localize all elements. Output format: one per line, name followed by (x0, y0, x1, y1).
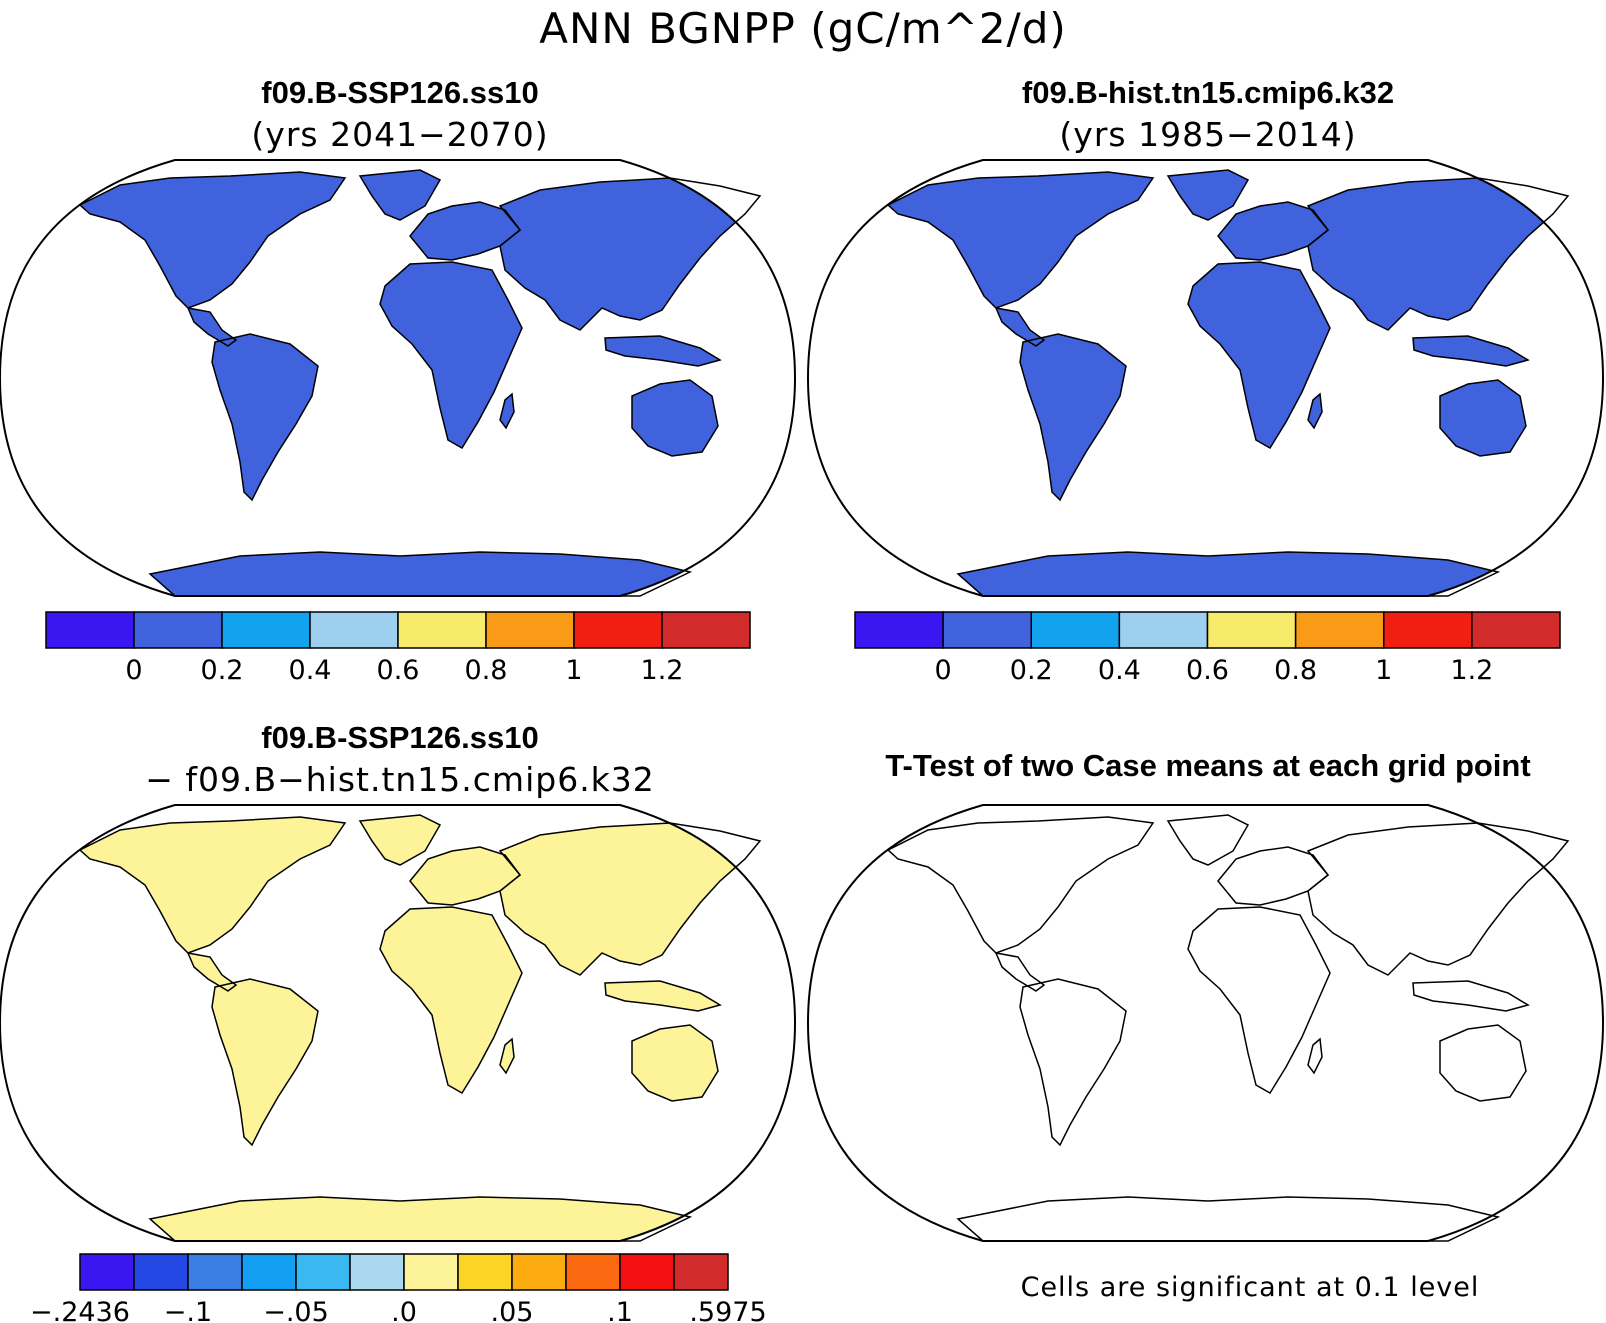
colorbar-diff-swatch (619, 1253, 675, 1291)
colorbar-diff-tick-label: .5975 (689, 1297, 766, 1323)
colorbar-future-swatch (45, 611, 135, 649)
colorbar-diff-tick-label: −.05 (263, 1297, 329, 1323)
colorbar-hist-tick-label: 1.2 (1450, 655, 1493, 686)
colorbar-diff-tick-label: −.1 (164, 1297, 212, 1323)
colorbar-future: 0 0.2 0.4 0.6 0.8 1 1.2 (45, 611, 751, 686)
colorbar-diff-swatch (133, 1253, 189, 1291)
colorbar-hist-swatch (942, 611, 1032, 649)
colorbar-hist-tick-label: 0.6 (1186, 655, 1229, 686)
colorbar-hist: 0 0.2 0.4 0.6 0.8 1 1.2 (854, 611, 1561, 686)
colorbar-hist-swatch (1030, 611, 1121, 649)
colorbar-hist-swatch (1206, 611, 1297, 649)
panel-title-future: f09.B-SSP126.ss10 (261, 75, 539, 110)
colorbar-diff: −.2436 −.1 −.05 .0 .05 .1 .5975 (30, 1253, 767, 1323)
panel-subtitle-hist: (yrs 1985−2014) (1059, 115, 1357, 154)
colorbar-future-tick-label: 0.2 (201, 655, 244, 686)
colorbar-hist-swatch (854, 611, 944, 649)
panel-title-hist: f09.B-hist.tn15.cmip6.k32 (1021, 75, 1395, 110)
colorbar-future-tick-label: 0.4 (289, 655, 332, 686)
colorbar-diff-swatch (565, 1253, 621, 1291)
colorbar-hist-swatch (1118, 611, 1209, 649)
colorbar-hist-tick-label: 1 (1375, 655, 1392, 686)
colorbar-hist-swatch (1471, 611, 1561, 649)
colorbar-diff-swatch (403, 1253, 459, 1291)
colorbar-diff-swatch (511, 1253, 567, 1291)
colorbar-future-swatch (397, 611, 487, 649)
colorbar-diff-swatch (295, 1253, 351, 1291)
colorbar-future-swatch (661, 611, 751, 649)
colorbar-diff-swatch (349, 1253, 405, 1291)
colorbar-hist-swatch (1294, 611, 1385, 649)
colorbar-diff-swatch (241, 1253, 297, 1291)
colorbar-hist-tick-label: 0.4 (1098, 655, 1141, 686)
panel-subtitle-diff: − f09.B−hist.tn15.cmip6.k32 (145, 760, 655, 799)
colorbar-hist-tick-label: 0.8 (1274, 655, 1317, 686)
colorbar-future-swatch (573, 611, 663, 649)
colorbar-future-swatch (133, 611, 223, 649)
colorbar-future-swatch (309, 611, 399, 649)
ttest-note: Cells are significant at 0.1 level (1020, 1272, 1480, 1303)
colorbar-diff-swatch (673, 1253, 729, 1291)
panel-title-ttest: T-Test of two Case means at each grid po… (885, 748, 1531, 783)
colorbar-future-tick-label: 0.6 (377, 655, 420, 686)
colorbar-diff-swatch (79, 1253, 135, 1291)
colorbar-hist-swatch (1383, 611, 1473, 649)
colorbar-diff-tick-label: −.2436 (30, 1297, 130, 1323)
colorbar-diff-swatch (187, 1253, 243, 1291)
colorbar-diff-tick-label: .1 (607, 1297, 633, 1323)
colorbar-hist-tick-label: 0.2 (1010, 655, 1053, 686)
colorbar-future-tick-label: 0.8 (465, 655, 508, 686)
colorbar-diff-tick-label: .0 (391, 1297, 417, 1323)
colorbar-diff-tick-label: .05 (491, 1297, 534, 1323)
colorbar-future-tick-label: 0 (125, 655, 142, 686)
map-panel-ttest (807, 804, 1604, 1242)
colorbar-future-tick-label: 1.2 (641, 655, 684, 686)
map-panel-future (0, 159, 796, 597)
colorbar-future-tick-label: 1 (565, 655, 582, 686)
map-panel-diff (0, 804, 796, 1242)
panel-subtitle-future: (yrs 2041−2070) (251, 115, 549, 154)
colorbar-diff-swatch (457, 1253, 513, 1291)
panel-title-diff: f09.B-SSP126.ss10 (261, 720, 539, 755)
colorbar-future-swatch (221, 611, 311, 649)
colorbar-hist-tick-label: 0 (935, 655, 952, 686)
figure-title: ANN BGNPP (gC/m^2/d) (539, 4, 1067, 53)
colorbar-future-swatch (485, 611, 575, 649)
map-panel-hist (807, 159, 1604, 597)
